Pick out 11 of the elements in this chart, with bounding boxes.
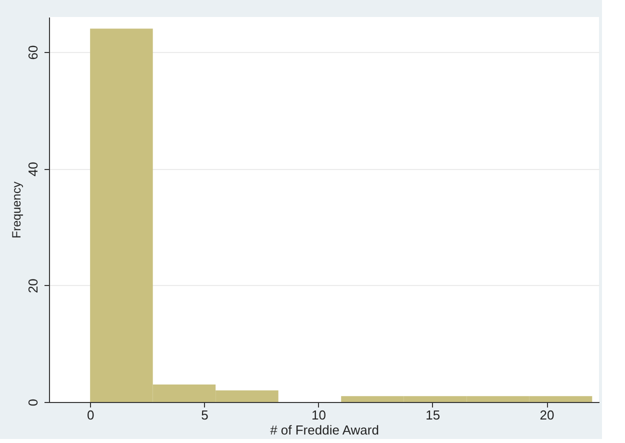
x-tick-label: 0 [86,408,94,422]
y-tick-label: 40 [26,162,40,176]
x-tick-label: 5 [201,408,208,422]
x-tick-label: 15 [426,408,440,422]
y-tick-label: 0 [26,398,40,406]
y-tick-label: 60 [26,45,40,60]
y-axis-title: Frequency [10,182,24,238]
x-tick-label: 10 [312,408,326,422]
x-tick-label: 20 [540,408,554,422]
y-tick-label: 20 [26,278,40,294]
x-axis-title: # of Freddie Award [270,422,379,438]
